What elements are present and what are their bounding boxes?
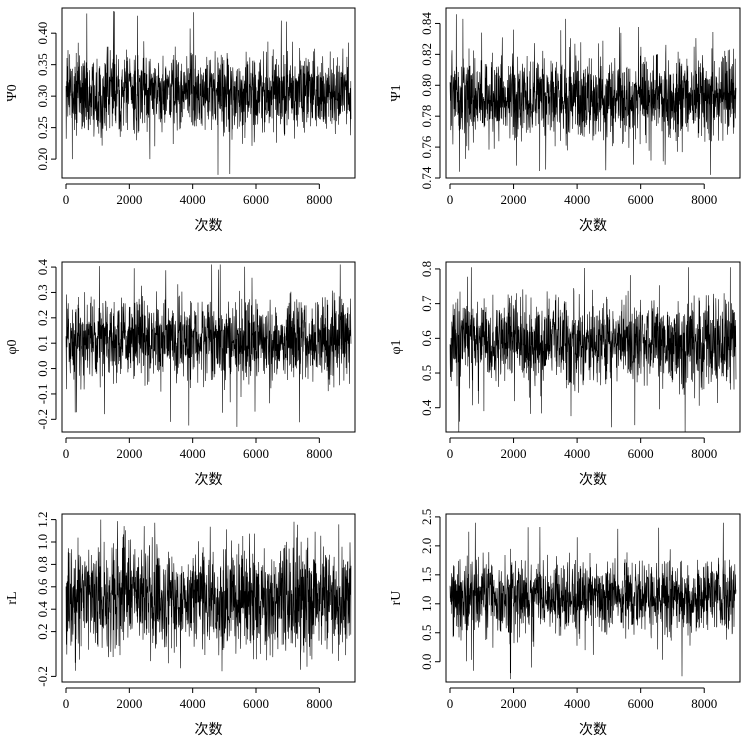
x-axis-label: 次数 xyxy=(195,722,223,738)
x-tick-label: 4000 xyxy=(180,446,206,461)
trace-line xyxy=(449,14,737,175)
y-tick-label: 0.25 xyxy=(35,116,50,139)
y-tick-label: 0.76 xyxy=(419,135,434,158)
trace-line xyxy=(449,522,737,680)
y-tick-label: -0.1 xyxy=(35,384,50,405)
y-tick-label: 0.78 xyxy=(419,105,434,128)
y-tick-label: 0.74 xyxy=(419,166,434,189)
y-tick-label: 1.0 xyxy=(419,596,434,612)
y-tick-label: 0.7 xyxy=(419,295,434,312)
y-tick-label: 0.2 xyxy=(35,623,50,639)
y-tick-label: 0.0 xyxy=(419,654,434,670)
y-tick-label: 0.3 xyxy=(35,284,50,300)
y-tick-label: 1.0 xyxy=(35,534,50,550)
x-tick-label: 6000 xyxy=(628,446,654,461)
y-axis-label: φ1 xyxy=(389,339,404,354)
x-tick-label: 8000 xyxy=(691,696,717,711)
trace-line xyxy=(449,267,737,433)
y-tick-label: 0.20 xyxy=(35,148,50,171)
y-tick-label: 0.8 xyxy=(35,556,50,572)
trace-panel-5: 0 2000 4000 6000 8000 次数 -0.2 0.2 0.4 0.6 0.8 1.0 1.… xyxy=(5,511,356,738)
y-tick-label: 0.30 xyxy=(35,85,50,108)
y-tick-label: 0.35 xyxy=(35,53,50,76)
trace-panel-1: 0 2000 4000 6000 8000 次数 0.20 0.25 0.30 0.35 0.40 Ψ… xyxy=(5,7,356,234)
plot-frame xyxy=(61,261,356,433)
y-tick-label: 0.6 xyxy=(419,330,434,347)
trace-panel-2: 0 2000 4000 6000 8000 次数 0.74 0.76 0.78 0.80 0.82 0… xyxy=(389,7,741,234)
x-tick-label: 0 xyxy=(447,696,454,711)
trace-line xyxy=(65,264,352,427)
x-tick-label: 4000 xyxy=(564,446,590,461)
x-axis-label: 次数 xyxy=(579,218,607,234)
y-tick-label: 2.5 xyxy=(419,509,434,525)
y-tick-label: 1.2 xyxy=(35,511,50,527)
plot-frame xyxy=(445,513,741,683)
x-tick-label: 6000 xyxy=(243,192,269,207)
x-tick-label: 0 xyxy=(447,192,454,207)
x-tick-label: 6000 xyxy=(628,192,654,207)
x-axis-label: 次数 xyxy=(579,722,607,738)
x-tick-label: 6000 xyxy=(628,696,654,711)
y-tick-label: 0.8 xyxy=(419,261,434,277)
x-tick-label: 4000 xyxy=(180,696,206,711)
x-tick-label: 8000 xyxy=(691,446,717,461)
x-tick-label: 8000 xyxy=(306,192,332,207)
plot-frame xyxy=(445,7,741,179)
x-tick-label: 2000 xyxy=(501,192,527,207)
plot-frame xyxy=(61,513,356,683)
x-axis-label: 次数 xyxy=(195,218,223,234)
y-tick-label: 0.5 xyxy=(419,625,434,641)
y-tick-label: 0.5 xyxy=(419,365,434,381)
y-tick-label: 2.0 xyxy=(419,538,434,554)
y-tick-label: -0.2 xyxy=(35,409,50,430)
trace-panel-3: 0 2000 4000 6000 8000 次数 -0.2 -0.1 0.0 0.1 0.2 0.3 0… xyxy=(5,258,356,488)
y-tick-label: 0.80 xyxy=(419,74,434,97)
x-tick-label: 2000 xyxy=(116,192,142,207)
y-tick-label: 0.40 xyxy=(35,22,50,45)
x-tick-label: 0 xyxy=(63,192,70,207)
plot-frame xyxy=(445,261,741,433)
x-tick-label: 0 xyxy=(63,446,70,461)
y-tick-label: 0.1 xyxy=(35,335,50,351)
trace-panel-4: 0 2000 4000 6000 8000 次数 0.4 0.5 0.6 0.7 0.8 φ1 xyxy=(389,261,741,488)
x-tick-label: 8000 xyxy=(306,446,332,461)
x-tick-label: 8000 xyxy=(691,192,717,207)
x-tick-label: 0 xyxy=(63,696,70,711)
x-tick-label: 2000 xyxy=(501,446,527,461)
x-tick-label: 6000 xyxy=(243,446,269,461)
x-tick-label: 2000 xyxy=(501,696,527,711)
y-axis-label: Ψ0 xyxy=(5,84,20,101)
y-axis-label: Ψ1 xyxy=(389,84,404,101)
y-tick-label: 0.6 xyxy=(35,578,50,595)
trace-panel-6: 0 2000 4000 6000 8000 次数 0.0 0.5 1.0 1.5 2.0 2.5 rU xyxy=(389,509,741,738)
x-tick-label: 2000 xyxy=(116,446,142,461)
x-tick-label: 2000 xyxy=(116,696,142,711)
x-tick-label: 4000 xyxy=(180,192,206,207)
y-axis-label: rU xyxy=(389,591,404,606)
trace-line xyxy=(65,519,352,672)
x-axis-label: 次数 xyxy=(579,472,607,488)
y-tick-label: 0.82 xyxy=(419,43,434,66)
x-tick-label: 0 xyxy=(447,446,454,461)
y-tick-label: 0.4 xyxy=(419,399,434,416)
x-tick-label: 6000 xyxy=(243,696,269,711)
y-tick-label: 0.2 xyxy=(35,310,50,326)
y-tick-label: -0.2 xyxy=(35,666,50,687)
plot-frame xyxy=(61,7,356,179)
y-tick-label: 1.5 xyxy=(419,567,434,583)
y-axis-label: φ0 xyxy=(5,339,20,354)
y-axis-label: rL xyxy=(5,591,20,604)
x-tick-label: 8000 xyxy=(306,696,332,711)
y-tick-label: 0.84 xyxy=(419,12,434,35)
y-tick-label: 0.4 xyxy=(35,258,50,275)
y-tick-label: 0.4 xyxy=(35,601,50,618)
y-tick-label: 0.0 xyxy=(35,360,50,376)
x-tick-label: 4000 xyxy=(564,192,590,207)
trace-line xyxy=(65,11,352,175)
x-tick-label: 4000 xyxy=(564,696,590,711)
x-axis-label: 次数 xyxy=(195,472,223,488)
